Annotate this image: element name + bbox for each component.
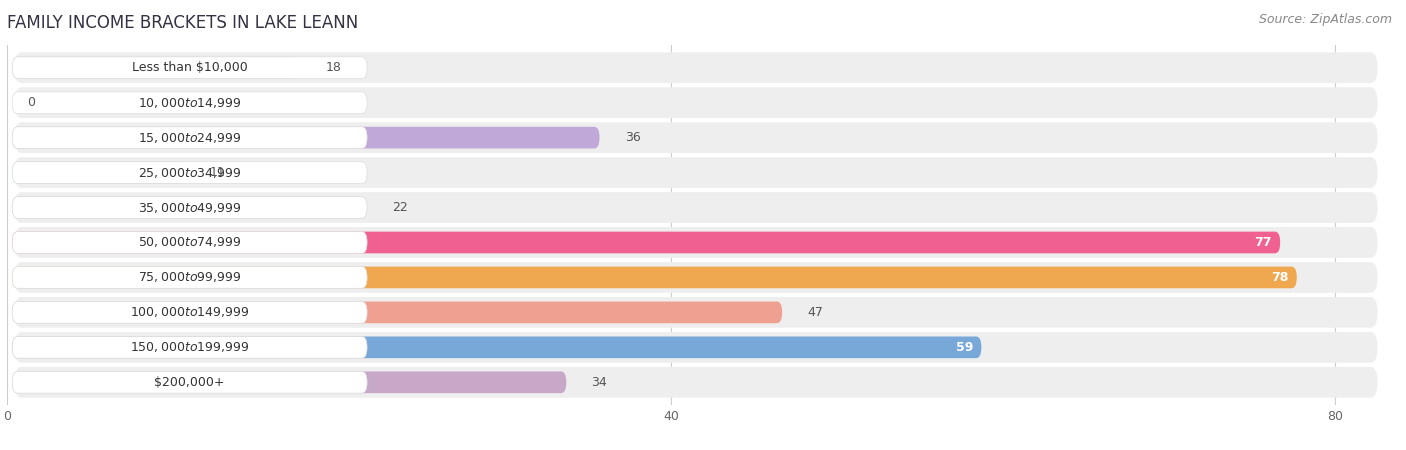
Text: 47: 47 [807, 306, 823, 319]
FancyBboxPatch shape [13, 57, 367, 79]
Text: 22: 22 [392, 201, 408, 214]
FancyBboxPatch shape [13, 127, 599, 148]
FancyBboxPatch shape [13, 162, 184, 184]
FancyBboxPatch shape [13, 337, 981, 358]
Text: $75,000 to $99,999: $75,000 to $99,999 [138, 270, 242, 284]
FancyBboxPatch shape [14, 122, 1378, 153]
Text: $100,000 to $149,999: $100,000 to $149,999 [129, 306, 249, 320]
Text: 78: 78 [1271, 271, 1289, 284]
FancyBboxPatch shape [13, 232, 1279, 253]
Text: 36: 36 [624, 131, 640, 144]
Text: $25,000 to $34,999: $25,000 to $34,999 [138, 166, 242, 180]
FancyBboxPatch shape [14, 87, 1378, 118]
FancyBboxPatch shape [14, 52, 1378, 83]
FancyBboxPatch shape [13, 57, 301, 79]
FancyBboxPatch shape [13, 371, 567, 393]
Text: 18: 18 [326, 61, 342, 74]
FancyBboxPatch shape [14, 297, 1378, 328]
Text: $35,000 to $49,999: $35,000 to $49,999 [138, 201, 242, 215]
FancyBboxPatch shape [13, 197, 367, 218]
Text: 0: 0 [27, 96, 35, 109]
FancyBboxPatch shape [13, 371, 367, 393]
FancyBboxPatch shape [13, 302, 367, 323]
Text: $150,000 to $199,999: $150,000 to $199,999 [129, 340, 249, 354]
Text: FAMILY INCOME BRACKETS IN LAKE LEANN: FAMILY INCOME BRACKETS IN LAKE LEANN [7, 14, 359, 32]
FancyBboxPatch shape [13, 127, 367, 148]
FancyBboxPatch shape [13, 266, 367, 288]
Text: 59: 59 [956, 341, 973, 354]
Text: $50,000 to $74,999: $50,000 to $74,999 [138, 235, 242, 249]
Text: Source: ZipAtlas.com: Source: ZipAtlas.com [1258, 14, 1392, 27]
Text: 34: 34 [592, 376, 607, 389]
FancyBboxPatch shape [13, 197, 367, 218]
Text: $10,000 to $14,999: $10,000 to $14,999 [138, 96, 242, 110]
FancyBboxPatch shape [14, 332, 1378, 363]
FancyBboxPatch shape [13, 337, 367, 358]
Text: 11: 11 [209, 166, 225, 179]
FancyBboxPatch shape [13, 162, 367, 184]
FancyBboxPatch shape [13, 302, 782, 323]
Text: Less than $10,000: Less than $10,000 [132, 61, 247, 74]
Text: $200,000+: $200,000+ [155, 376, 225, 389]
FancyBboxPatch shape [13, 232, 367, 253]
FancyBboxPatch shape [14, 262, 1378, 293]
FancyBboxPatch shape [13, 92, 367, 113]
FancyBboxPatch shape [14, 367, 1378, 398]
Text: $15,000 to $24,999: $15,000 to $24,999 [138, 130, 242, 144]
FancyBboxPatch shape [14, 227, 1378, 258]
Text: 77: 77 [1254, 236, 1272, 249]
FancyBboxPatch shape [14, 192, 1378, 223]
FancyBboxPatch shape [13, 266, 1296, 288]
FancyBboxPatch shape [14, 157, 1378, 188]
